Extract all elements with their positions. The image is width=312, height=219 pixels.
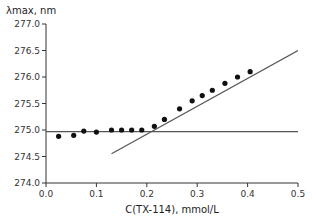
point [139,127,144,132]
point [200,93,205,98]
y-tick-label: 274.0 [14,178,40,188]
x-axis-label: C(TX-114), mmol/L [125,204,219,215]
y-tick [42,24,46,25]
point [129,127,134,132]
y-tick [42,103,46,104]
y-tick [42,183,46,184]
points [56,69,253,139]
point [235,74,240,79]
x-tick-label: 0.4 [240,189,255,199]
line [112,51,298,154]
y-axis-label: λmax, nm [6,5,56,16]
y-tick-label: 275.5 [14,99,40,109]
point [81,128,86,133]
x-axis-line [46,183,298,184]
point [119,127,124,132]
axes: 0.0 0.1 0.2 0.3 0.4 0.5 274.0 274.5 275.0 275.5 27… [14,19,305,199]
point [152,124,157,129]
x-tick-label: 0.5 [291,189,305,199]
x-tick [197,183,198,187]
plot-area [46,51,298,154]
y-tick [42,77,46,78]
point [190,98,195,103]
point [162,117,167,122]
y-tick [42,130,46,131]
y-tick-label: 275.0 [14,125,40,135]
point [177,106,182,111]
y-tick-label: 274.5 [14,152,40,162]
point [56,134,61,139]
point [109,127,114,132]
x-tick [146,183,147,187]
x-tick [247,183,248,187]
x-tick [96,183,97,187]
y-tick-label: 276.0 [14,72,40,82]
point [248,69,253,74]
chart: 0.0 0.1 0.2 0.3 0.4 0.5 274.0 274.5 275.0 275.5 27… [0,0,312,219]
point [94,130,99,135]
point [210,88,215,93]
lines [46,51,298,154]
x-tick-label: 0.1 [89,189,103,199]
x-tick [298,183,299,187]
x-tick-label: 0.3 [190,189,204,199]
y-tick [42,156,46,157]
y-tick-label: 276.5 [14,46,40,56]
x-tick [46,183,47,187]
point [71,133,76,138]
point [222,81,227,86]
x-tick-label: 0.0 [39,189,54,199]
x-tick-label: 0.2 [140,189,154,199]
y-tick [42,50,46,51]
y-tick-label: 277.0 [14,19,40,29]
